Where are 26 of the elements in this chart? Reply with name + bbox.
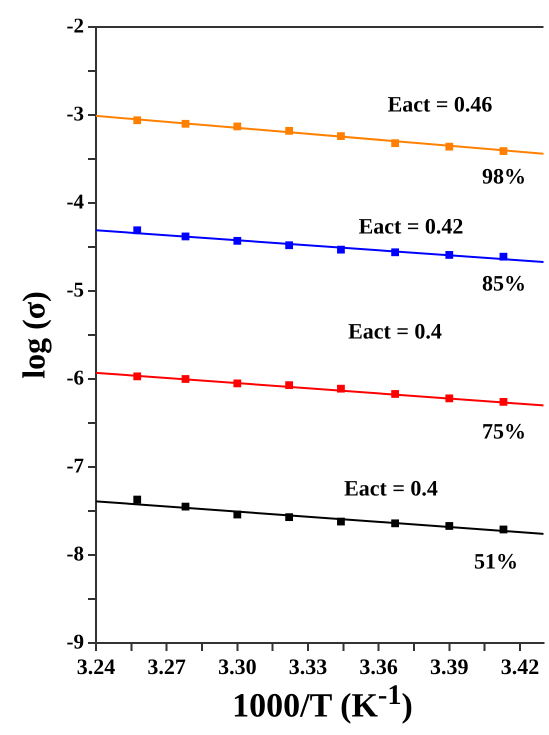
y-tick-label: -4	[66, 189, 84, 214]
y-tick-label: -7	[66, 453, 84, 478]
y-tick-label: -5	[66, 277, 84, 302]
annotation: 85%	[482, 270, 526, 296]
annotation: Eact = 0.46	[388, 92, 492, 117]
y-tick-label: -2	[66, 13, 84, 38]
x-tick-label: 3.42	[500, 654, 540, 679]
x-tick-label: 3.24	[76, 654, 116, 679]
point	[133, 496, 142, 504]
y-tick-label: -8	[66, 541, 84, 566]
annotation: 75%	[482, 418, 526, 444]
x-tick-label: 3.39	[430, 654, 469, 679]
x-tick-label: 3.27	[147, 654, 186, 679]
annotation: 51%	[474, 548, 518, 574]
annotation: Eact = 0.4	[348, 318, 442, 344]
x-axis-title: 1000/T (K$^{-1}$)	[231, 680, 414, 726]
annotation: Eact = 0.42	[358, 214, 464, 239]
y-tick-label: -3	[66, 101, 84, 126]
x-tick-label: 3.36	[359, 654, 398, 679]
y-tick-label: -6	[66, 365, 84, 390]
y-axis-title: log (σ)	[16, 291, 52, 379]
y-tick-label: -9	[66, 629, 84, 654]
x-tick-label: 3.30	[218, 654, 257, 679]
annotation: Eact = 0.4	[344, 476, 438, 501]
annotation: 98%	[482, 164, 526, 189]
x-tick-label: 3.33	[288, 654, 328, 679]
